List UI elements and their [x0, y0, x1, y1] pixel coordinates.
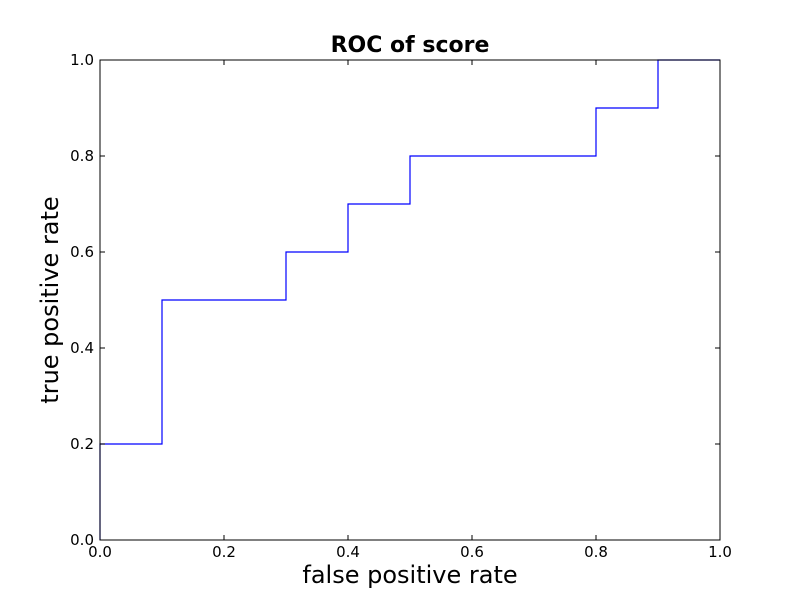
y-tick-label-3: 0.6	[70, 243, 94, 261]
roc-curve-line-0	[99, 59, 720, 540]
x-tick-label-4: 0.8	[584, 543, 608, 561]
series-layer	[99, 59, 720, 540]
x-tick-label-3: 0.6	[460, 543, 484, 561]
ticks-layer: 0.0 0.2 0.4 0.6 0.8 1.0 0.0 0.2 0.4 0.6 0.8 1.0	[70, 51, 732, 561]
x-tick-label-2: 0.4	[336, 543, 360, 561]
x-tick-label-5: 1.0	[708, 543, 732, 561]
x-tick-label-1: 0.2	[212, 543, 236, 561]
y-tick-label-5: 1.0	[70, 51, 94, 69]
y-axis-label: true positive rate	[36, 196, 64, 403]
x-axis-label: false positive rate	[302, 561, 517, 589]
x-tick-label-0: 0.0	[88, 543, 112, 561]
y-tick-label-0: 0.0	[70, 531, 94, 549]
y-tick-label-2: 0.4	[70, 339, 94, 357]
y-tick-label-4: 0.8	[70, 147, 94, 165]
plot-frame	[99, 59, 721, 541]
chart-title: ROC of score	[331, 33, 490, 58]
y-tick-label-1: 0.2	[70, 435, 94, 453]
